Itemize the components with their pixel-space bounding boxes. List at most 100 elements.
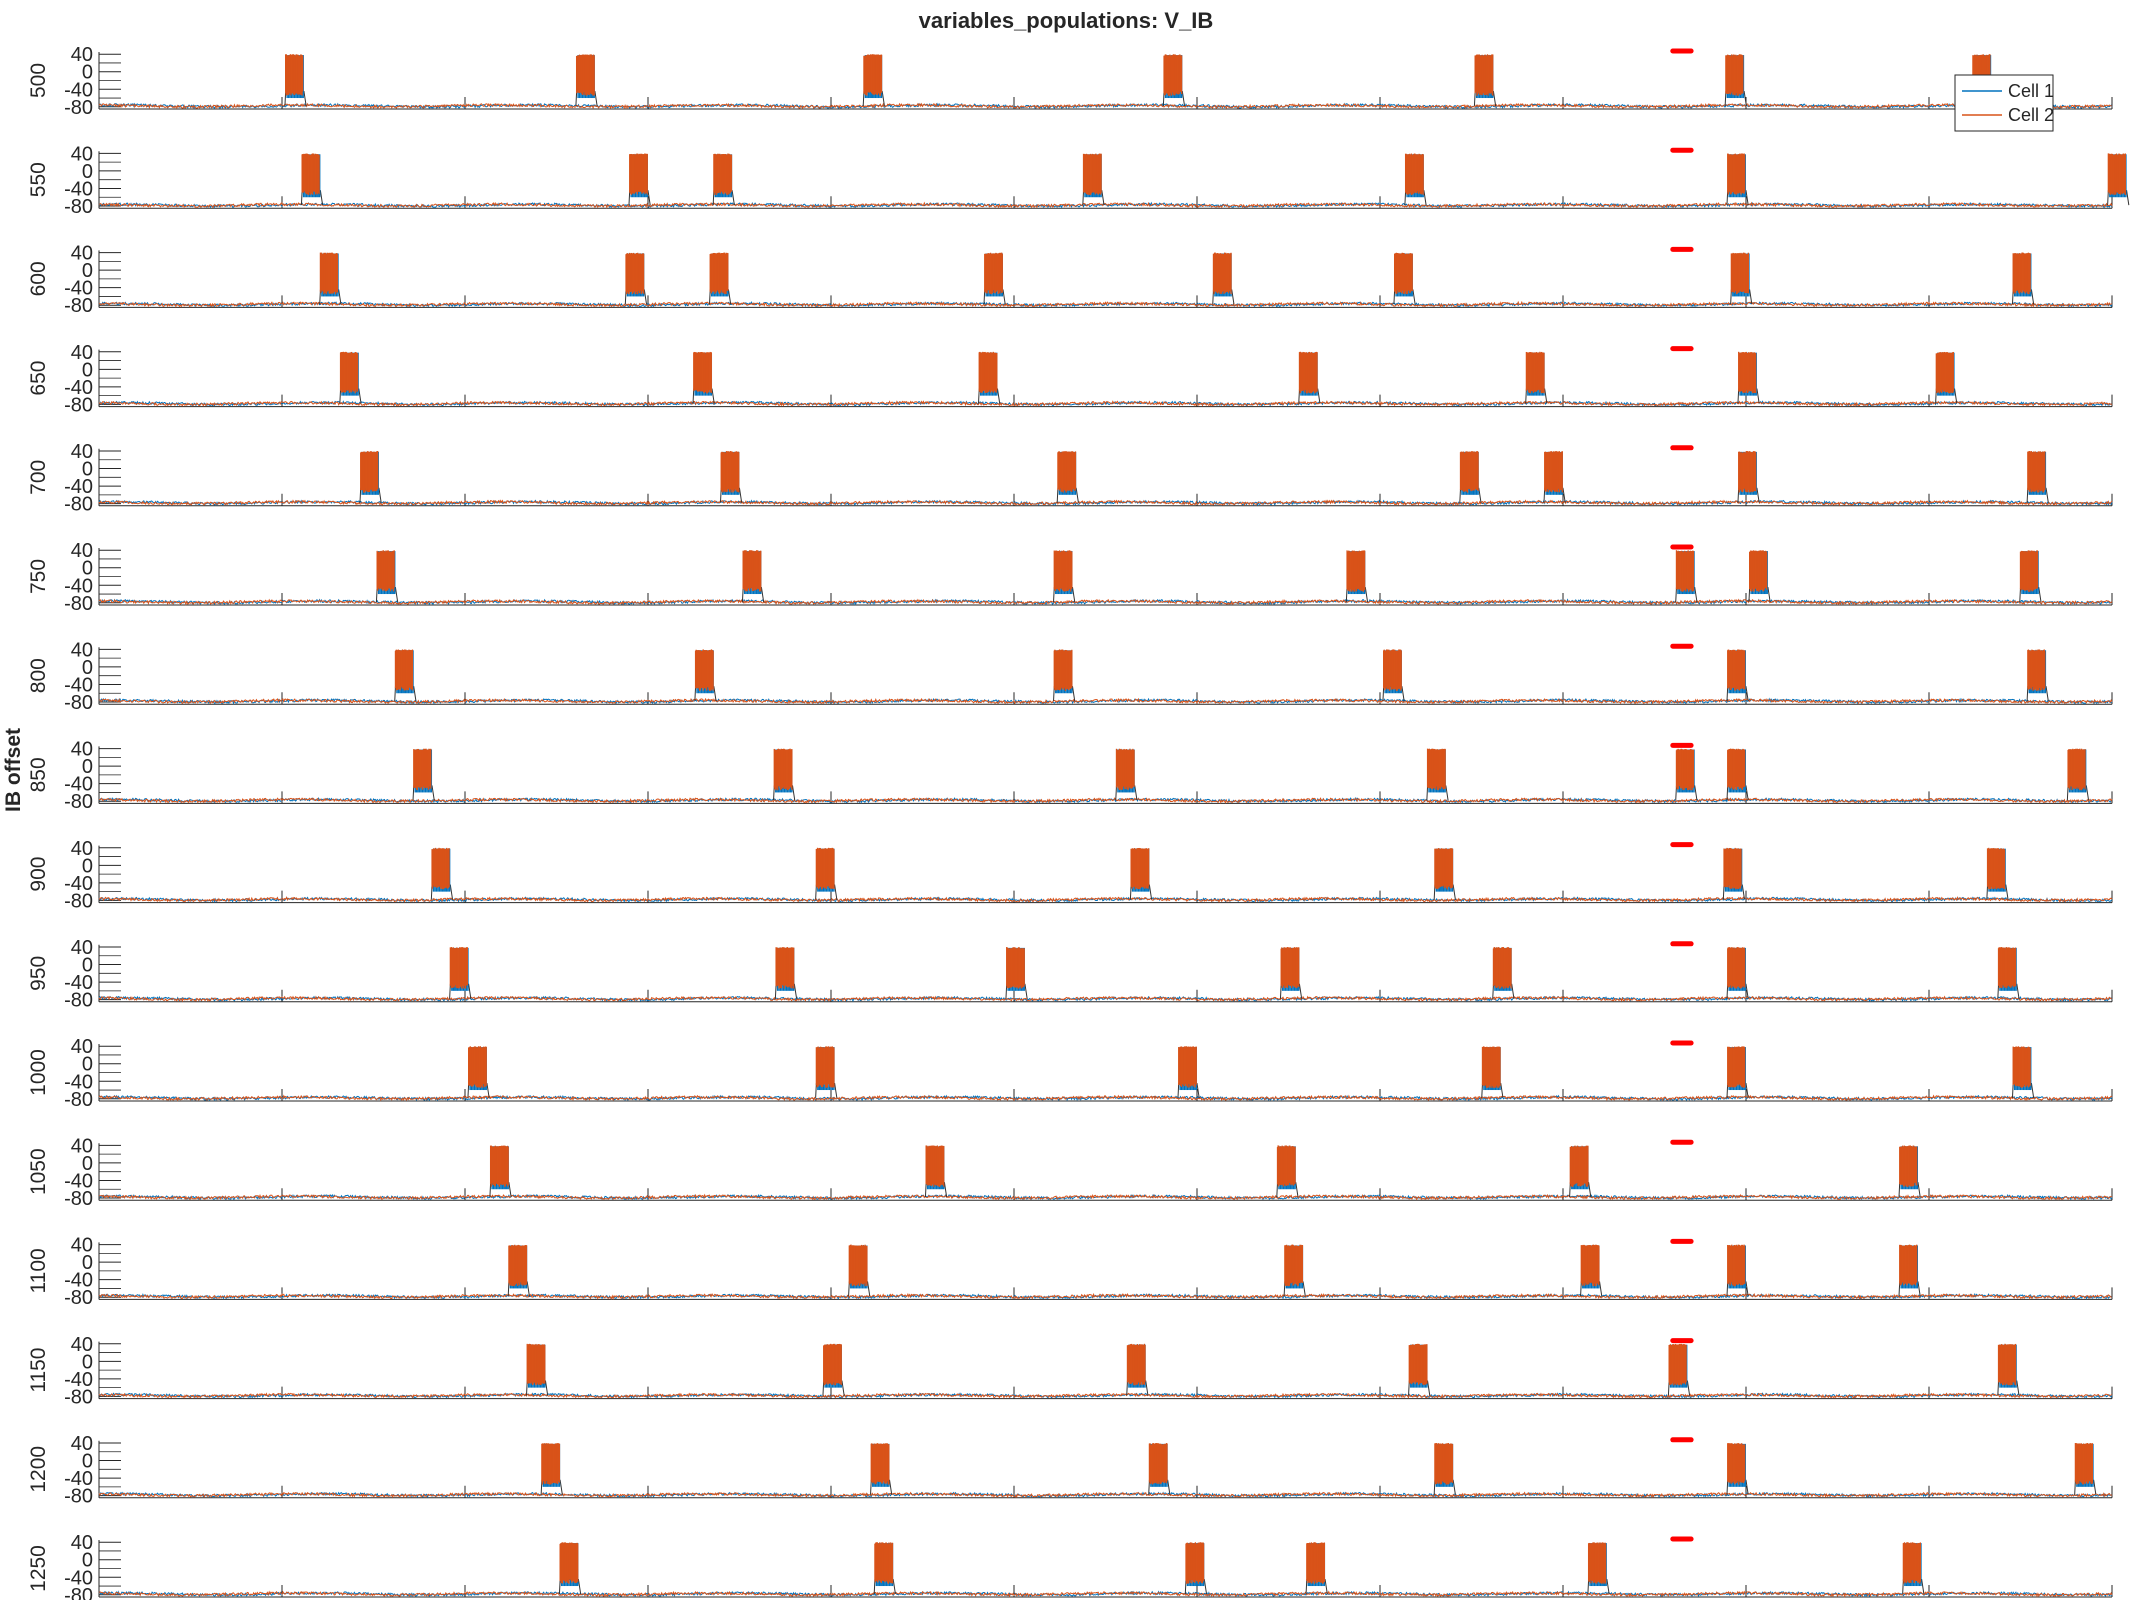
y-tick-label: 40 [71, 540, 93, 562]
panel-1150: 400-40-80 1150 [27, 1334, 2113, 1408]
panel-1250: 400-40-80 1250 [27, 1532, 2113, 1600]
burst [1184, 1542, 1208, 1595]
burst [624, 252, 648, 305]
y-tick-label: 0 [82, 1153, 93, 1175]
burst [1212, 252, 1235, 305]
burst [741, 550, 765, 603]
y-tick-label: 40 [71, 1036, 93, 1058]
y-tick-label: -80 [64, 1287, 93, 1309]
burst [2011, 1046, 2035, 1099]
y-tick-label: 0 [82, 62, 93, 84]
y-tick-label: 0 [82, 955, 93, 977]
burst [300, 153, 324, 206]
y-tick-label: -80 [64, 295, 93, 317]
burst [1148, 1442, 1171, 1495]
y-tick-label: -80 [64, 1486, 93, 1508]
burst [1667, 1343, 1691, 1396]
y-tick-label: -40 [64, 1369, 93, 1391]
burst [1053, 550, 1076, 603]
burst [1898, 1145, 1921, 1198]
panel-950: 400-40-80 950 [27, 937, 2113, 1012]
burst [1404, 153, 1427, 206]
y-tick-label: 0 [82, 558, 93, 580]
y-tick-label: 40 [71, 639, 93, 661]
burst [507, 1244, 530, 1297]
y-tick-label: 40 [71, 441, 93, 463]
burst [1675, 550, 1698, 603]
burst [1345, 550, 1369, 603]
burst [862, 54, 885, 107]
series-line [98, 598, 2113, 606]
panels-group: 400-40-80500400-40-80550400-40-80600400-… [27, 44, 2130, 1600]
burst [1053, 649, 1076, 702]
panel-1000: 400-40-80 1000 [27, 1036, 2113, 1111]
y-tick-label: -80 [64, 1089, 93, 1111]
y-tick-label: -80 [64, 1386, 93, 1408]
y-tick-label: 40 [71, 739, 93, 761]
y-tick-label: -40 [64, 1567, 93, 1589]
burst [1726, 947, 1749, 999]
series-line [98, 201, 2113, 209]
burst [712, 153, 735, 206]
panel-offset-label: 550 [27, 162, 50, 197]
burst [1986, 847, 2009, 900]
burst [1426, 748, 1449, 801]
y-tick-label: -40 [64, 972, 93, 994]
burst [1525, 351, 1548, 404]
burst [822, 1343, 845, 1396]
burst [2066, 748, 2090, 801]
panel-500: 400-40-80 500 [27, 44, 2113, 119]
y-axis-label: IB offset [2, 728, 25, 812]
burst [540, 1443, 563, 1495]
y-tick-label: 40 [71, 243, 93, 265]
burst [1726, 153, 1749, 206]
burst [773, 748, 796, 801]
burst [870, 1443, 893, 1495]
chart-title: variables_populations: V_IB [919, 8, 1214, 33]
burst [2026, 451, 2049, 503]
y-tick-label: -40 [64, 178, 93, 200]
burst [1726, 1244, 1749, 1297]
y-tick-label: -40 [64, 278, 93, 300]
y-tick-label: 0 [82, 260, 93, 282]
burst [1726, 1046, 1749, 1099]
panel-offset-label: 950 [27, 956, 50, 991]
burst [692, 351, 715, 404]
y-tick-label: 0 [82, 1252, 93, 1274]
burst [708, 252, 732, 305]
y-tick-label: 40 [71, 44, 93, 66]
burst [1726, 748, 1749, 801]
burst [1580, 1244, 1603, 1297]
panel-offset-label: 1100 [27, 1248, 50, 1293]
burst [1279, 947, 1303, 999]
panel-1100: 400-40-80 1100 [27, 1235, 2113, 1309]
panel-850: 400-40-80 850 [27, 739, 2113, 813]
burst [1997, 1343, 2020, 1396]
burst [977, 351, 1001, 404]
y-tick-label: 0 [82, 1451, 93, 1473]
burst [983, 252, 1006, 305]
y-tick-label: -80 [64, 494, 93, 516]
burst [1730, 252, 1753, 305]
burst [1675, 748, 1698, 801]
y-tick-label: -80 [64, 97, 93, 119]
burst [467, 1046, 490, 1099]
panel-550: 400-40-80 550 [27, 143, 2130, 218]
burst [1459, 451, 1482, 503]
y-tick-label: 0 [82, 161, 93, 183]
burst [1748, 550, 1771, 603]
burst [1724, 54, 1747, 107]
burst [628, 153, 651, 206]
y-tick-label: 0 [82, 1351, 93, 1373]
burst [319, 252, 342, 305]
y-tick-label: 40 [71, 342, 93, 364]
burst [558, 1542, 582, 1595]
burst [1162, 54, 1186, 107]
y-tick-label: -80 [64, 990, 93, 1012]
burst [575, 54, 598, 107]
burst [1276, 1145, 1299, 1198]
series-line [98, 400, 2113, 408]
panel-offset-label: 850 [27, 757, 50, 792]
burst [1177, 1046, 1200, 1099]
y-tick-label: -80 [64, 1188, 93, 1210]
